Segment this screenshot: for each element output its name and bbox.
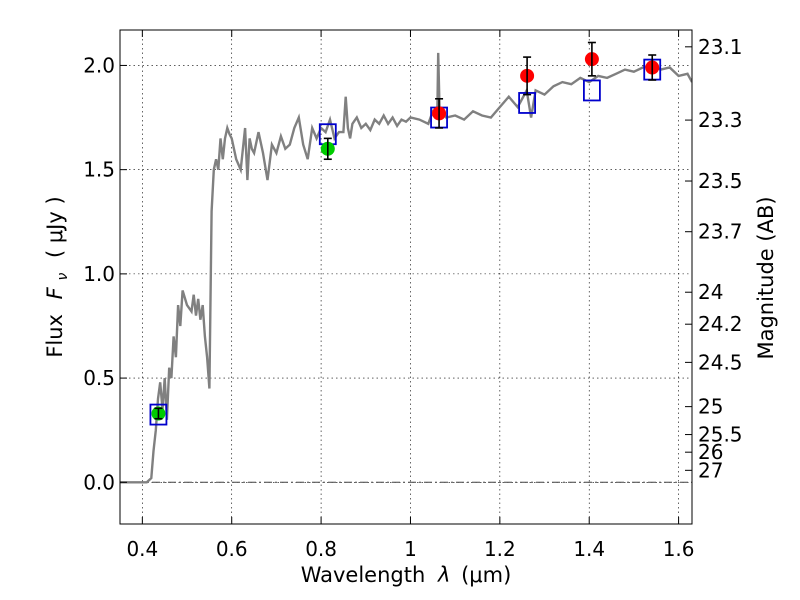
y-axis-label-prefix: Flux [43,314,67,358]
y2-axis-label: Magnitude (AB) [754,196,778,359]
mag-tick-label: 27 [698,458,723,482]
y-axis-label-subscript: ν [55,273,71,281]
mag-tick-label: 23.7 [698,220,743,244]
x-axis-label-symbol: λ [437,563,450,587]
y-tick-label: 1.5 [83,158,115,182]
y-axis-label: Flux F ν ( μJy ) [43,196,72,357]
y-axis-label-unit: ( μJy ) [43,196,67,258]
x-tick-label: 0.6 [216,537,248,561]
mag-tick-label: 25 [698,395,723,419]
mag-tick-label: 24 [698,280,723,304]
mag-tick-label: 24.2 [698,312,743,336]
mag-tick-label: 26 [698,440,723,464]
model-band-square [149,403,168,426]
axis-ticks: 0.4 0.6 0.8 1 1.2 1.4 1.6 0.0 0.5 1.0 1.5 2.0 23.1 23… [83,30,743,561]
y-axis-label-symbol: F [43,286,67,299]
y-tick-label: 0.0 [83,470,115,494]
model-band-square [583,79,601,102]
mag-tick-label: 23.3 [698,108,743,132]
y-tick-label: 1.0 [83,262,115,286]
x-axis-label-unit: (μm) [461,563,511,587]
x-tick-label: 1.2 [484,537,516,561]
x-tick-label: 1 [404,537,417,561]
x-tick-label: 1.6 [663,537,695,561]
mag-tick-label: 24.5 [698,350,743,374]
x-tick-label: 0.8 [305,537,337,561]
y-tick-label: 0.5 [83,366,115,390]
data-marks [149,41,662,426]
plot-frame [119,29,693,525]
x-tick-label: 1.4 [573,537,605,561]
mag-tick-label: 23.5 [698,169,743,193]
mag-tick-label: 23.1 [698,35,743,59]
grid-lines [120,30,692,524]
y-tick-label: 2.0 [83,53,115,77]
mag-tick-label: 25.5 [698,423,743,447]
x-tick-label: 0.4 [126,537,158,561]
model-spectrum-line [120,52,692,484]
x-axis-label: Wavelength λ (μm) [301,563,512,587]
x-axis-label-prefix: Wavelength [301,563,426,587]
